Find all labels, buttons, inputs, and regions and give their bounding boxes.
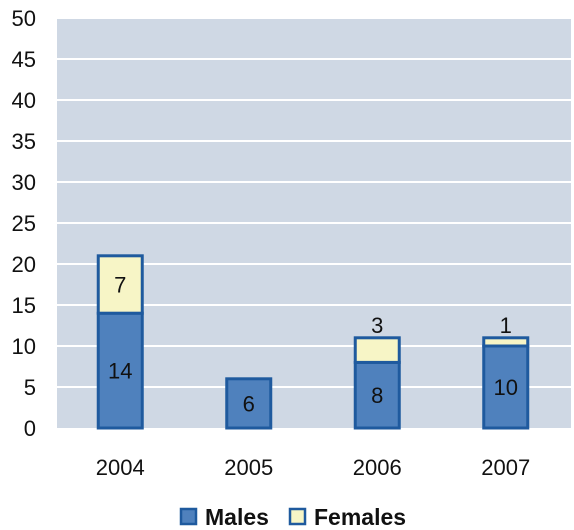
y-tick-label: 35: [12, 129, 36, 154]
x-axis-ticks: 2004 2005 2006 2007: [96, 455, 530, 480]
bar-males-2006: [353, 360, 401, 430]
legend-label-males: Males: [205, 504, 269, 530]
y-tick-label: 10: [12, 334, 36, 359]
data-label-females-2004: 7: [114, 273, 126, 298]
y-tick-label: 0: [24, 416, 36, 441]
legend: Males Females: [179, 504, 406, 530]
data-label-females-2007: 1: [500, 313, 512, 338]
y-tick-label: 15: [12, 293, 36, 318]
bar-females-2007: [482, 336, 530, 348]
bar-males-2004: [96, 311, 144, 430]
y-tick-label: 20: [12, 252, 36, 277]
bars: 14 7 6 8 3 10 1: [96, 254, 530, 430]
y-tick-label: 25: [12, 211, 36, 236]
x-tick-label: 2005: [224, 455, 273, 480]
x-tick-label: 2007: [481, 455, 530, 480]
bar-males-2005: [225, 377, 273, 430]
x-tick-label: 2006: [353, 455, 402, 480]
y-tick-label: 40: [12, 88, 36, 113]
data-label-males-2006: 8: [371, 383, 383, 408]
data-label-females-2006: 3: [371, 313, 383, 338]
bar-females-2006: [353, 336, 401, 364]
legend-label-females: Females: [314, 504, 406, 530]
legend-swatch-females: [288, 507, 307, 526]
y-tick-label: 45: [12, 47, 36, 72]
data-label-males-2005: 6: [243, 391, 255, 416]
bar-females-2004: [96, 254, 144, 315]
x-tick-label: 2004: [96, 455, 145, 480]
y-tick-label: 30: [12, 170, 36, 195]
y-axis-ticks: 0 5 10 15 20 25 30 35 40 45 50: [12, 6, 36, 441]
y-tick-label: 5: [24, 375, 36, 400]
data-label-males-2007: 10: [494, 375, 518, 400]
legend-swatch-males: [179, 507, 198, 526]
bar-males-2007: [482, 344, 530, 430]
data-label-males-2004: 14: [108, 359, 132, 384]
y-tick-label: 50: [12, 6, 36, 31]
